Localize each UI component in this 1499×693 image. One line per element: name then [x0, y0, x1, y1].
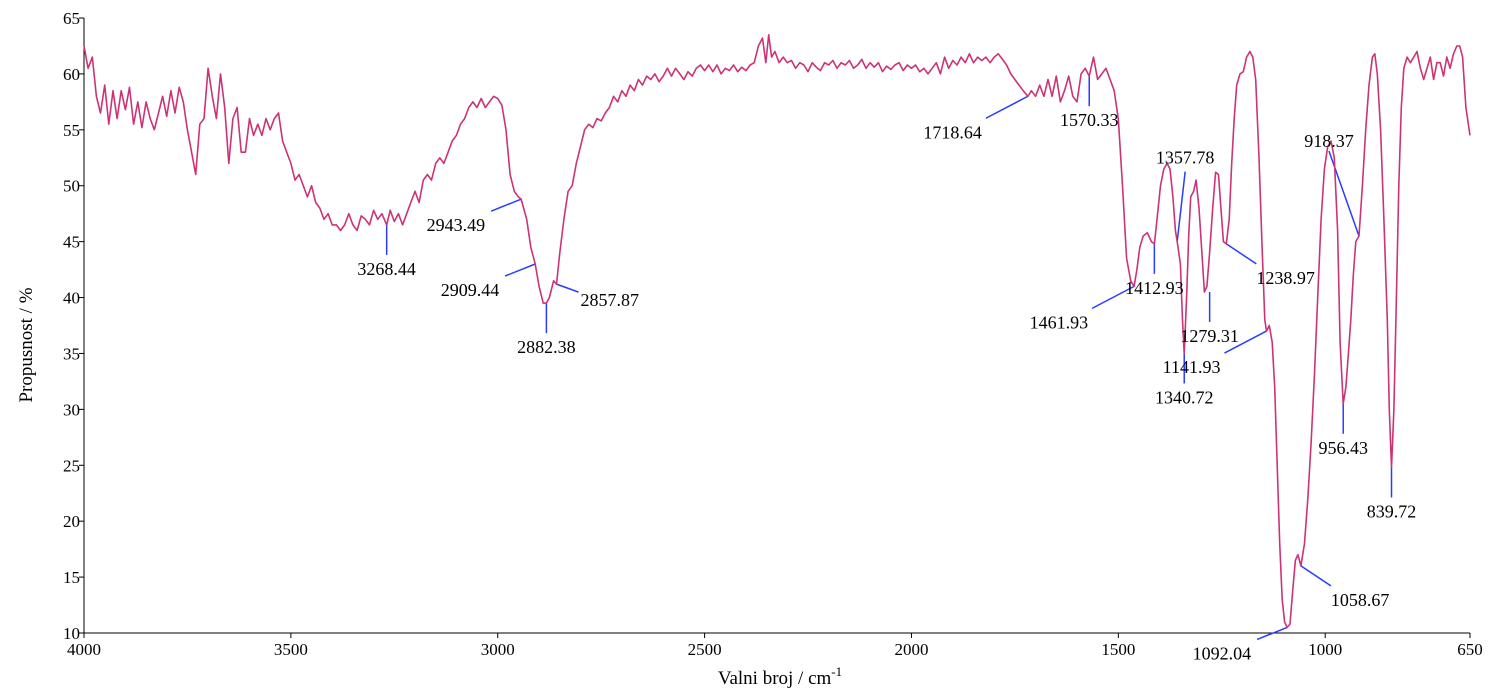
spectrum-line	[83, 34, 1471, 629]
peak-label: 2857.87	[581, 290, 640, 310]
peak-label: 1092.04	[1193, 643, 1252, 663]
peak-label: 1461.93	[1030, 312, 1089, 332]
peak-leader-line	[1300, 565, 1332, 587]
peak-label: 3268.44	[357, 259, 416, 279]
x-ticks: 4000 3500 3000 2500 2000 1500 1000 650	[67, 633, 1483, 659]
peak-label: 1058.67	[1331, 590, 1390, 610]
y-tick-label: 50	[63, 177, 80, 196]
y-tick-label: 55	[63, 121, 80, 140]
peak-leader-line	[985, 95, 1029, 119]
peak-label: 2909.44	[441, 280, 500, 300]
peak-label: 1570.33	[1060, 110, 1119, 130]
x-tick-label: 3000	[481, 640, 515, 659]
y-tick-label: 15	[63, 568, 80, 587]
y-tick-label: 25	[63, 456, 80, 475]
x-axis-title: Valni broj / cm-1	[718, 664, 842, 689]
x-axis-title-main: Valni broj / cm	[718, 668, 832, 689]
peak-leader-line	[490, 198, 522, 212]
peak-leader-line	[1176, 171, 1186, 242]
peak-label: 956.43	[1318, 438, 1368, 458]
y-tick-label: 60	[63, 65, 80, 84]
peak-label: 1718.64	[923, 122, 982, 142]
y-axis-title: Propusnost / %	[16, 287, 37, 402]
peak-label: 918.37	[1304, 131, 1354, 151]
peak-leader-line	[1256, 626, 1288, 641]
peak-leader-line	[1091, 285, 1135, 310]
y-tick-label: 45	[63, 233, 80, 252]
peak-leader-line	[1224, 330, 1267, 354]
peak-label: 1412.93	[1125, 278, 1184, 298]
peak-label: 839.72	[1367, 502, 1417, 522]
x-tick-label: 1500	[1101, 640, 1135, 659]
peak-label: 1279.31	[1180, 326, 1239, 346]
x-tick-label: 2500	[688, 640, 722, 659]
x-tick-label: 4000	[67, 640, 101, 659]
x-tick-label: 650	[1457, 640, 1483, 659]
x-tick-label: 3500	[274, 640, 308, 659]
peak-labels: 3268.44 2943.49 2909.44 2882.38 2857.87 1718.…	[357, 110, 1416, 663]
y-tick-label: 40	[63, 289, 80, 308]
peak-leader-line	[556, 283, 579, 293]
y-tick-label: 30	[63, 400, 80, 419]
x-tick-label: 2000	[894, 640, 928, 659]
x-tick-label: 1000	[1308, 640, 1342, 659]
y-tick-label: 35	[63, 344, 80, 363]
peak-label: 2943.49	[427, 215, 486, 235]
y-ticks: 10 15 20 25 30 35 40 45 50 55 60 65	[63, 9, 84, 643]
peak-leader-line	[504, 263, 536, 277]
peak-label: 1238.97	[1256, 268, 1315, 288]
peak-label: 1141.93	[1163, 357, 1221, 377]
peak-label: 2882.38	[517, 337, 576, 357]
x-axis-title-superscript: -1	[831, 664, 842, 679]
peak-leaders	[385, 76, 1393, 641]
axes	[83, 18, 1470, 634]
y-tick-label: 10	[63, 624, 80, 643]
peak-leader-line	[1225, 243, 1257, 265]
y-tick-label: 65	[63, 9, 80, 28]
peak-label: 1340.72	[1155, 387, 1214, 407]
peak-leader-line	[1328, 150, 1360, 237]
y-tick-label: 20	[63, 512, 80, 531]
peak-label: 1357.78	[1156, 148, 1215, 168]
